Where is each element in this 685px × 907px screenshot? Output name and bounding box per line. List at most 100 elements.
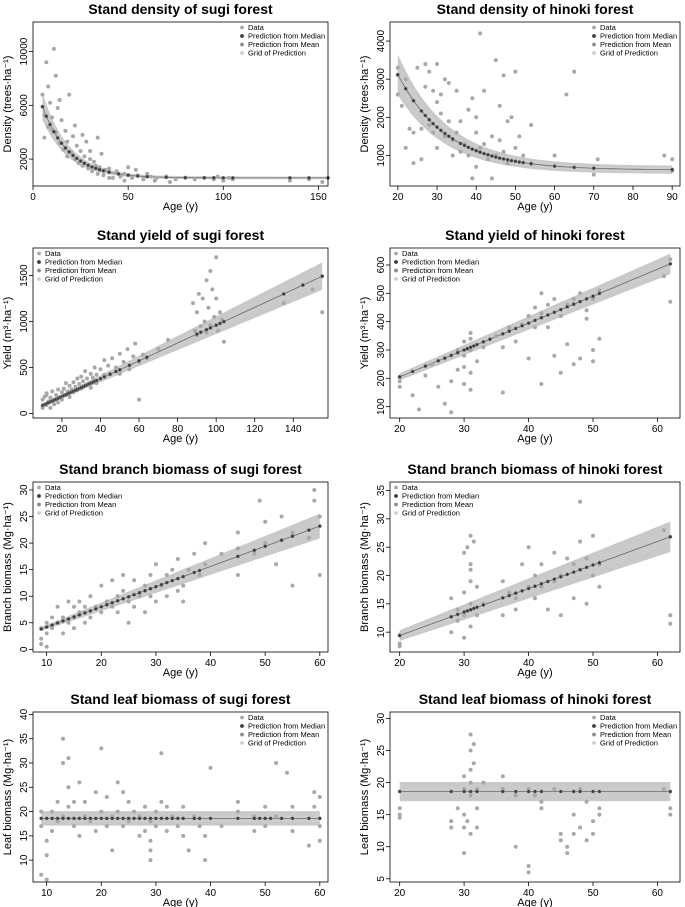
median-point: [520, 324, 524, 328]
data-point: [462, 851, 467, 856]
data-point: [312, 498, 317, 503]
y-tick-label: 10: [19, 854, 30, 866]
data-point: [42, 135, 47, 140]
legend-data-marker: [240, 715, 244, 720]
x-tick-label: 150: [310, 192, 327, 203]
y-tick-label: 10: [376, 626, 387, 638]
median-point: [591, 790, 595, 793]
median-point: [154, 585, 158, 589]
x-tick-label: 40: [95, 424, 107, 435]
data-point: [133, 341, 138, 346]
data-point: [529, 123, 534, 127]
median-point: [482, 340, 485, 344]
prediction-band: [42, 262, 323, 407]
median-point: [540, 582, 543, 586]
median-point: [117, 172, 120, 176]
data-point: [126, 165, 131, 170]
data-point: [55, 106, 60, 110]
median-point: [412, 99, 415, 103]
legend-grid-marker: [394, 277, 398, 281]
median-point: [462, 610, 466, 614]
data-point: [175, 824, 180, 829]
data-point: [489, 134, 494, 139]
data-point: [552, 153, 557, 158]
median-point: [451, 137, 455, 141]
data-point: [93, 829, 98, 833]
median-point: [668, 262, 672, 266]
data-point: [173, 177, 178, 182]
median-point: [320, 274, 324, 278]
data-point: [533, 573, 537, 578]
median-point: [145, 175, 149, 179]
data-point: [117, 351, 122, 356]
median-point: [118, 368, 122, 372]
data-point: [99, 151, 104, 156]
prediction-grid-line: [399, 529, 671, 634]
y-tick-label: 20: [376, 570, 387, 582]
y-tick-label: 10: [376, 841, 387, 853]
data-point: [78, 149, 83, 153]
median-point: [105, 817, 109, 820]
legend-median-marker: [394, 494, 398, 498]
median-point: [517, 160, 521, 164]
median-point: [145, 355, 149, 359]
data-point: [104, 795, 109, 799]
legend-mean-marker: [37, 502, 41, 507]
data-point: [115, 594, 120, 599]
median-point: [61, 817, 65, 820]
y-tick-label: 30: [376, 513, 387, 525]
data-point: [92, 365, 97, 370]
mean-line: [41, 525, 320, 630]
data-point: [252, 551, 257, 556]
median-point: [291, 817, 294, 820]
data-point: [500, 579, 505, 584]
median-point: [280, 817, 283, 820]
data-point: [482, 88, 487, 93]
legend-median-label: Prediction from Median: [402, 492, 479, 501]
median-point: [670, 168, 674, 172]
median-point: [149, 817, 152, 820]
data-point: [526, 314, 531, 318]
data-point: [61, 615, 65, 620]
x-tick-label: 70: [588, 192, 600, 203]
data-point: [597, 584, 602, 589]
data-point: [462, 550, 467, 555]
median-point: [78, 613, 81, 617]
x-tick-label: 50: [260, 658, 272, 669]
chart-sugi-yield: 20 40 60 80 100 120 140 0 500 1000 1500 Stand yield…: [2, 227, 329, 445]
legend-mean-label: Prediction from Mean: [402, 266, 473, 275]
data-point: [468, 387, 473, 392]
legend-grid-marker: [37, 277, 41, 281]
data-point: [668, 806, 673, 811]
data-point: [44, 631, 49, 636]
data-point: [552, 787, 557, 791]
chart-title: Stand density of sugi forest: [88, 1, 273, 17]
y-tick-label: 5: [376, 876, 387, 882]
median-point: [94, 167, 98, 170]
data-point: [67, 383, 72, 388]
x-tick-label: 20: [392, 192, 404, 203]
x-tick-label: 60: [652, 658, 664, 669]
median-point: [90, 165, 94, 169]
data-point: [121, 588, 126, 593]
y-tick-label: 1000: [376, 144, 387, 167]
data-point: [88, 385, 93, 390]
median-point: [301, 283, 305, 287]
legend-mean-marker: [240, 42, 244, 47]
data-point: [306, 843, 311, 848]
data-point: [137, 594, 142, 599]
x-axis-label: Age (y): [163, 667, 198, 679]
chart-title: Stand density of hinoki forest: [437, 1, 634, 17]
data-point: [137, 397, 141, 402]
data-point: [571, 596, 576, 601]
median-point: [41, 105, 44, 109]
data-point: [591, 172, 596, 177]
y-tick-label: 20: [19, 806, 30, 818]
data-point: [513, 607, 518, 612]
data-point: [274, 761, 279, 765]
chart-hinoki-branch: 20 30 40 50 60 10 15 20 25 30 35 Stand branch bioma…: [359, 461, 681, 679]
data-point: [668, 613, 673, 618]
median-point: [488, 337, 492, 341]
